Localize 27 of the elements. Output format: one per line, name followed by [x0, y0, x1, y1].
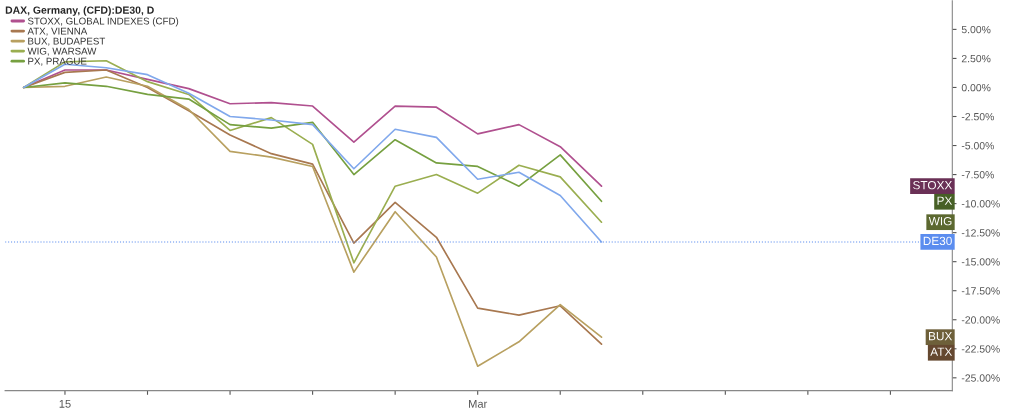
y-tick-label: -17.50% — [961, 287, 1000, 295]
legend-label: BUX, BUDAPEST — [28, 37, 106, 46]
ref-line-label: DE30 — [923, 236, 952, 246]
y-tick-label: -22.50% — [961, 345, 1000, 353]
y-tick-label: -2.50% — [961, 113, 994, 121]
line-series — [22, 81, 603, 203]
y-tick-label: -25.00% — [961, 374, 1000, 382]
y-tick-label: -15.00% — [961, 258, 1000, 266]
y-tick-label: -5.00% — [961, 142, 994, 150]
x-tick-label: Mar — [469, 400, 488, 408]
chart-title: DAX, Germany, (CFD):DE30, D — [5, 6, 154, 16]
legend-label: WIG, WARSAW — [27, 47, 97, 56]
y-tick-label: -20.00% — [961, 316, 1000, 324]
annotation: ATX — [930, 347, 953, 356]
y-tick-label: -12.50% — [961, 229, 1000, 237]
y-tick-label: -10.00% — [961, 200, 1000, 208]
legend-label: STOXX, GLOBAL INDEXES (CFD) — [27, 17, 179, 27]
annotation: STOXX — [913, 180, 953, 190]
y-tick-label: -7.50% — [961, 171, 994, 179]
legend-label: ATX, VIENNA — [27, 27, 88, 36]
annotation: PX — [937, 196, 953, 205]
y-tick-label: 2.50% — [961, 54, 991, 63]
annotation: WIG — [928, 217, 952, 226]
x-tick-label: 15 — [59, 400, 71, 408]
y-tick-label: 0.00% — [961, 83, 991, 92]
y-tick-label: 5.00% — [961, 25, 991, 34]
annotation: BUX — [929, 332, 953, 341]
